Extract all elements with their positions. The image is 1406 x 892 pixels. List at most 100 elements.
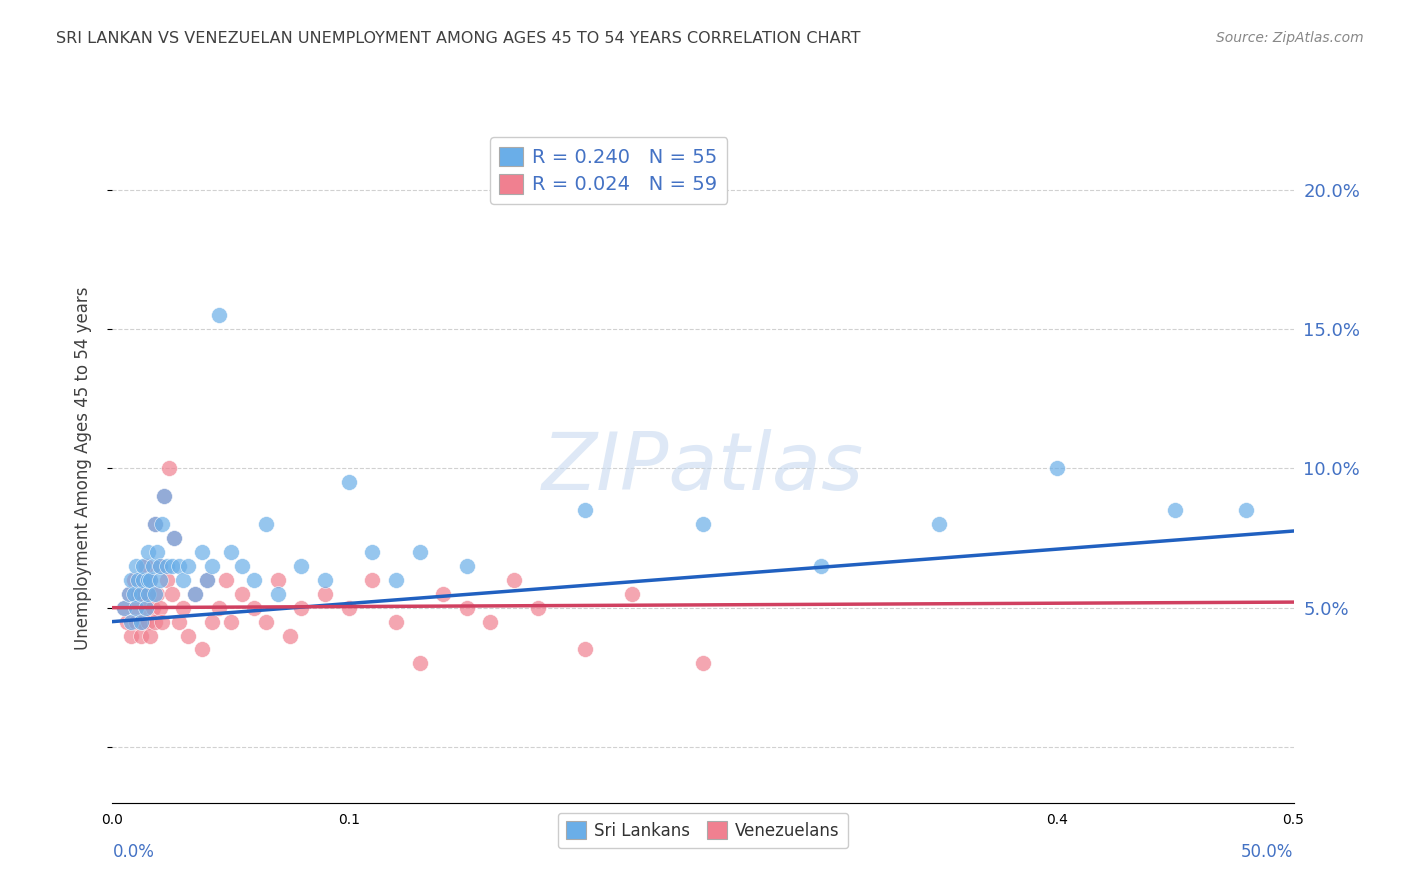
Point — [167, 558, 190, 573]
Point — [125, 558, 148, 573]
Point — [149, 558, 172, 573]
Point — [139, 573, 162, 587]
Point — [526, 600, 548, 615]
Point — [132, 573, 155, 587]
Point — [127, 573, 149, 587]
Point — [150, 517, 173, 532]
Text: Source: ZipAtlas.com: Source: ZipAtlas.com — [1216, 31, 1364, 45]
Point — [408, 545, 430, 559]
Point — [361, 573, 384, 587]
Point — [1234, 503, 1257, 517]
Point — [337, 475, 360, 490]
Point — [574, 642, 596, 657]
Point — [143, 517, 166, 532]
Point — [129, 628, 152, 642]
Text: 0.0%: 0.0% — [112, 843, 155, 861]
Point — [160, 558, 183, 573]
Point — [621, 587, 644, 601]
Point — [115, 615, 138, 629]
Point — [337, 600, 360, 615]
Point — [243, 573, 266, 587]
Y-axis label: Unemployment Among Ages 45 to 54 years: Unemployment Among Ages 45 to 54 years — [73, 286, 91, 650]
Point — [125, 600, 148, 615]
Point — [157, 461, 180, 475]
Point — [120, 615, 142, 629]
Point — [136, 587, 159, 601]
Legend: Sri Lankans, Venezuelans: Sri Lankans, Venezuelans — [558, 814, 848, 848]
Point — [456, 600, 478, 615]
Point — [432, 587, 454, 601]
Point — [160, 587, 183, 601]
Point — [136, 587, 159, 601]
Text: ZIPatlas: ZIPatlas — [541, 429, 865, 508]
Point — [142, 600, 165, 615]
Point — [191, 642, 214, 657]
Point — [201, 558, 224, 573]
Point — [1164, 503, 1187, 517]
Point — [215, 573, 238, 587]
Point — [143, 615, 166, 629]
Point — [150, 615, 173, 629]
Point — [503, 573, 526, 587]
Point — [1046, 461, 1069, 475]
Point — [208, 600, 231, 615]
Point — [191, 545, 214, 559]
Point — [129, 587, 152, 601]
Point — [172, 573, 194, 587]
Point — [149, 558, 172, 573]
Point — [129, 573, 152, 587]
Point — [254, 517, 277, 532]
Point — [149, 573, 172, 587]
Point — [118, 587, 141, 601]
Point — [385, 615, 408, 629]
Point — [361, 545, 384, 559]
Point — [231, 558, 253, 573]
Point — [479, 615, 502, 629]
Point — [456, 558, 478, 573]
Point — [267, 573, 290, 587]
Point — [136, 545, 159, 559]
Text: 50.0%: 50.0% — [1241, 843, 1294, 861]
Point — [132, 615, 155, 629]
Point — [135, 558, 157, 573]
Point — [219, 615, 242, 629]
Point — [208, 308, 231, 322]
Point — [146, 587, 169, 601]
Point — [142, 558, 165, 573]
Point — [143, 587, 166, 601]
Point — [120, 573, 142, 587]
Point — [118, 587, 141, 601]
Point — [243, 600, 266, 615]
Point — [172, 600, 194, 615]
Point — [122, 573, 145, 587]
Point — [132, 587, 155, 601]
Point — [692, 517, 714, 532]
Point — [132, 558, 155, 573]
Point — [112, 600, 135, 615]
Point — [195, 573, 218, 587]
Point — [692, 657, 714, 671]
Point — [135, 600, 157, 615]
Point — [254, 615, 277, 629]
Point — [153, 489, 176, 503]
Point — [139, 573, 162, 587]
Point — [129, 615, 152, 629]
Point — [810, 558, 832, 573]
Point — [156, 573, 179, 587]
Point — [231, 587, 253, 601]
Point — [125, 600, 148, 615]
Point — [153, 489, 176, 503]
Point — [408, 657, 430, 671]
Point — [267, 587, 290, 601]
Point — [574, 503, 596, 517]
Point — [136, 573, 159, 587]
Point — [278, 628, 301, 642]
Point — [136, 615, 159, 629]
Point — [184, 587, 207, 601]
Legend: R = 0.240   N = 55, R = 0.024   N = 59: R = 0.240 N = 55, R = 0.024 N = 59 — [489, 136, 727, 204]
Point — [177, 628, 200, 642]
Point — [112, 600, 135, 615]
Point — [219, 545, 242, 559]
Point — [314, 587, 336, 601]
Point — [201, 615, 224, 629]
